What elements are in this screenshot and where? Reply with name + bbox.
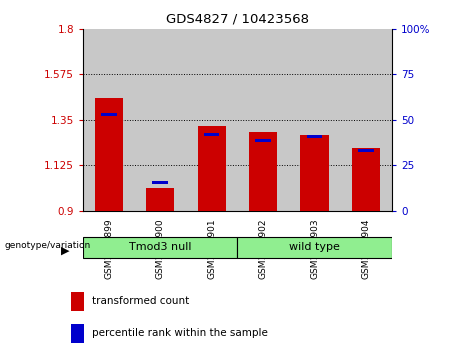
- Bar: [135, 29, 186, 211]
- Bar: [83, 237, 237, 258]
- Bar: [352, 148, 380, 211]
- Bar: [204, 133, 219, 136]
- Text: percentile rank within the sample: percentile rank within the sample: [92, 328, 268, 338]
- Bar: [255, 139, 271, 142]
- Bar: [101, 113, 117, 116]
- Title: GDS4827 / 10423568: GDS4827 / 10423568: [166, 12, 309, 25]
- Text: Tmod3 null: Tmod3 null: [129, 242, 191, 252]
- Bar: [340, 29, 392, 211]
- Text: wild type: wild type: [289, 242, 340, 252]
- Bar: [307, 135, 322, 138]
- Bar: [301, 135, 329, 211]
- Bar: [197, 126, 226, 211]
- Bar: [237, 29, 289, 211]
- Bar: [153, 181, 168, 184]
- Bar: [71, 324, 84, 343]
- Bar: [358, 149, 374, 152]
- Text: ▶: ▶: [60, 246, 69, 256]
- Bar: [186, 29, 237, 211]
- Text: genotype/variation: genotype/variation: [4, 241, 90, 250]
- Bar: [237, 237, 392, 258]
- Bar: [289, 29, 340, 211]
- Text: transformed count: transformed count: [92, 296, 189, 306]
- Bar: [71, 292, 84, 311]
- Bar: [95, 98, 123, 211]
- Bar: [249, 132, 278, 211]
- Bar: [146, 188, 174, 211]
- Bar: [83, 29, 135, 211]
